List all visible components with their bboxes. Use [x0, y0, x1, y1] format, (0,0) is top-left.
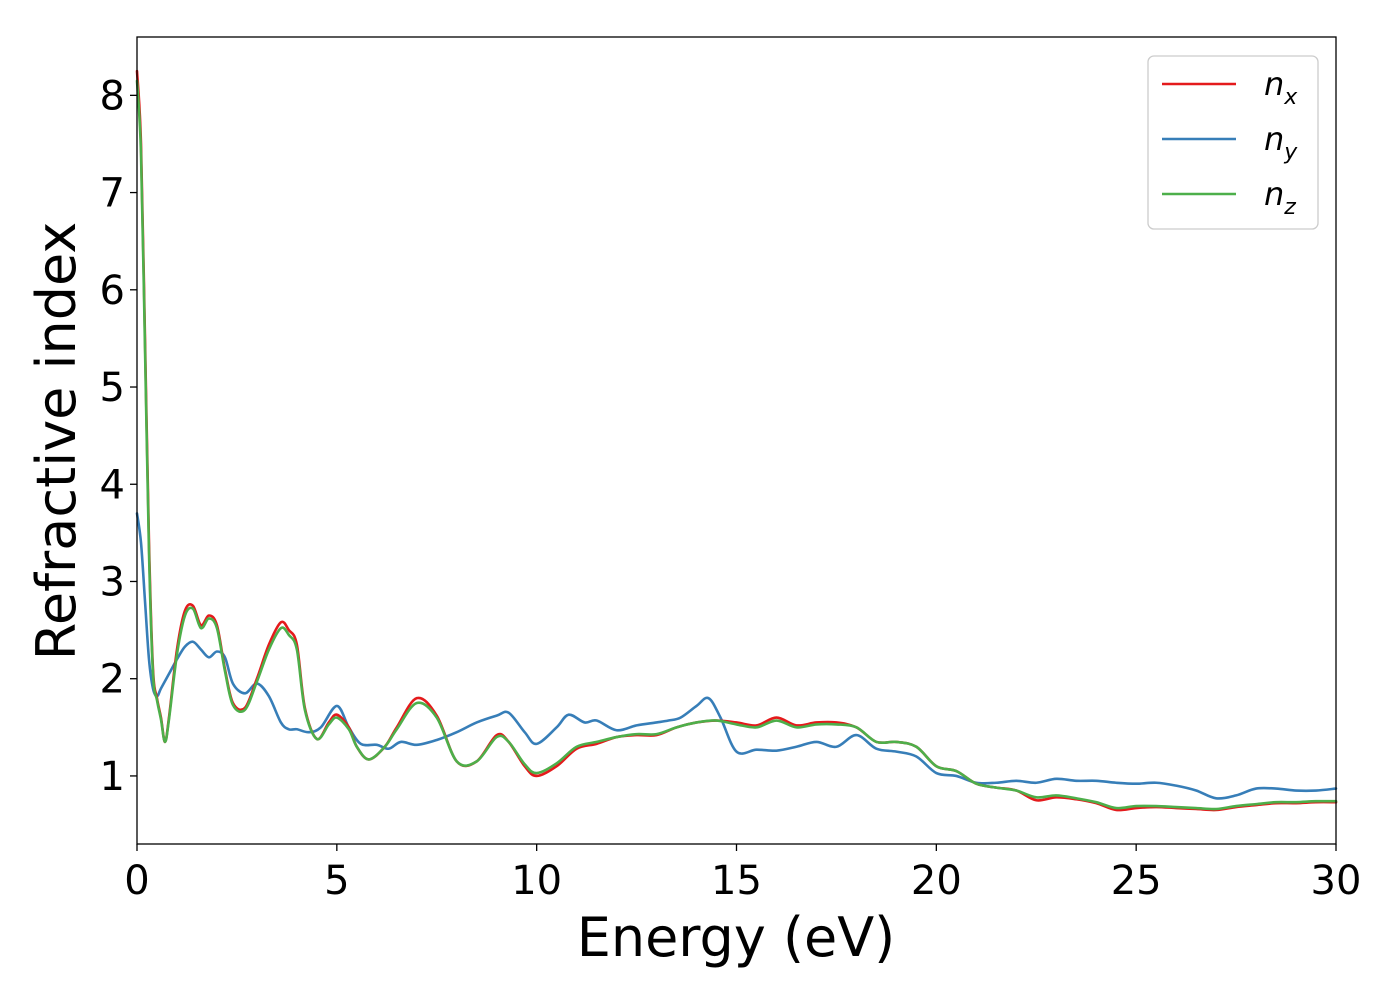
y-tick-label: 8 [100, 73, 125, 119]
plot-background [137, 37, 1336, 844]
legend-label-subscript: x [1283, 85, 1298, 110]
x-tick-label: 5 [324, 858, 349, 904]
x-axis-title: Energy (eV) [577, 906, 896, 969]
y-tick-label: 5 [100, 365, 125, 411]
y-tick-label: 1 [100, 754, 125, 800]
y-tick-label: 4 [100, 462, 125, 508]
legend-label-subscript: z [1283, 195, 1296, 220]
legend-box [1147, 55, 1319, 230]
legend-label-subscript: y [1283, 140, 1298, 165]
legend-label-main: n [1264, 175, 1284, 213]
y-tick-label: 7 [100, 171, 125, 217]
y-tick-label: 3 [100, 559, 125, 605]
y-tick-label: 2 [100, 657, 125, 703]
legend-label-main: n [1264, 65, 1284, 103]
y-axis-title: Refractive index [25, 222, 88, 661]
series-lines [135, 69, 1338, 812]
series-line-ny [135, 512, 1338, 800]
x-tick-label: 25 [1111, 858, 1162, 904]
plot-frame [136, 36, 1337, 845]
x-tick-label: 30 [1311, 858, 1362, 904]
series-line-nz [135, 79, 1338, 811]
y-tick-label: 6 [100, 268, 125, 314]
x-tick-label: 0 [124, 858, 149, 904]
x-tick-label: 15 [711, 858, 762, 904]
x-tick-label: 10 [511, 858, 562, 904]
legend-label-main: n [1264, 120, 1284, 158]
y-axis-ticks: 1 2 3 4 5 6 7 8 [100, 73, 137, 800]
x-tick-label: 20 [911, 858, 962, 904]
legend-label-nx: nx [1264, 65, 1298, 110]
legend-label-ny: ny [1264, 120, 1298, 165]
x-axis-ticks: 0 5 10 15 20 25 30 [124, 844, 1361, 904]
legend-label-nz: nz [1264, 175, 1296, 220]
